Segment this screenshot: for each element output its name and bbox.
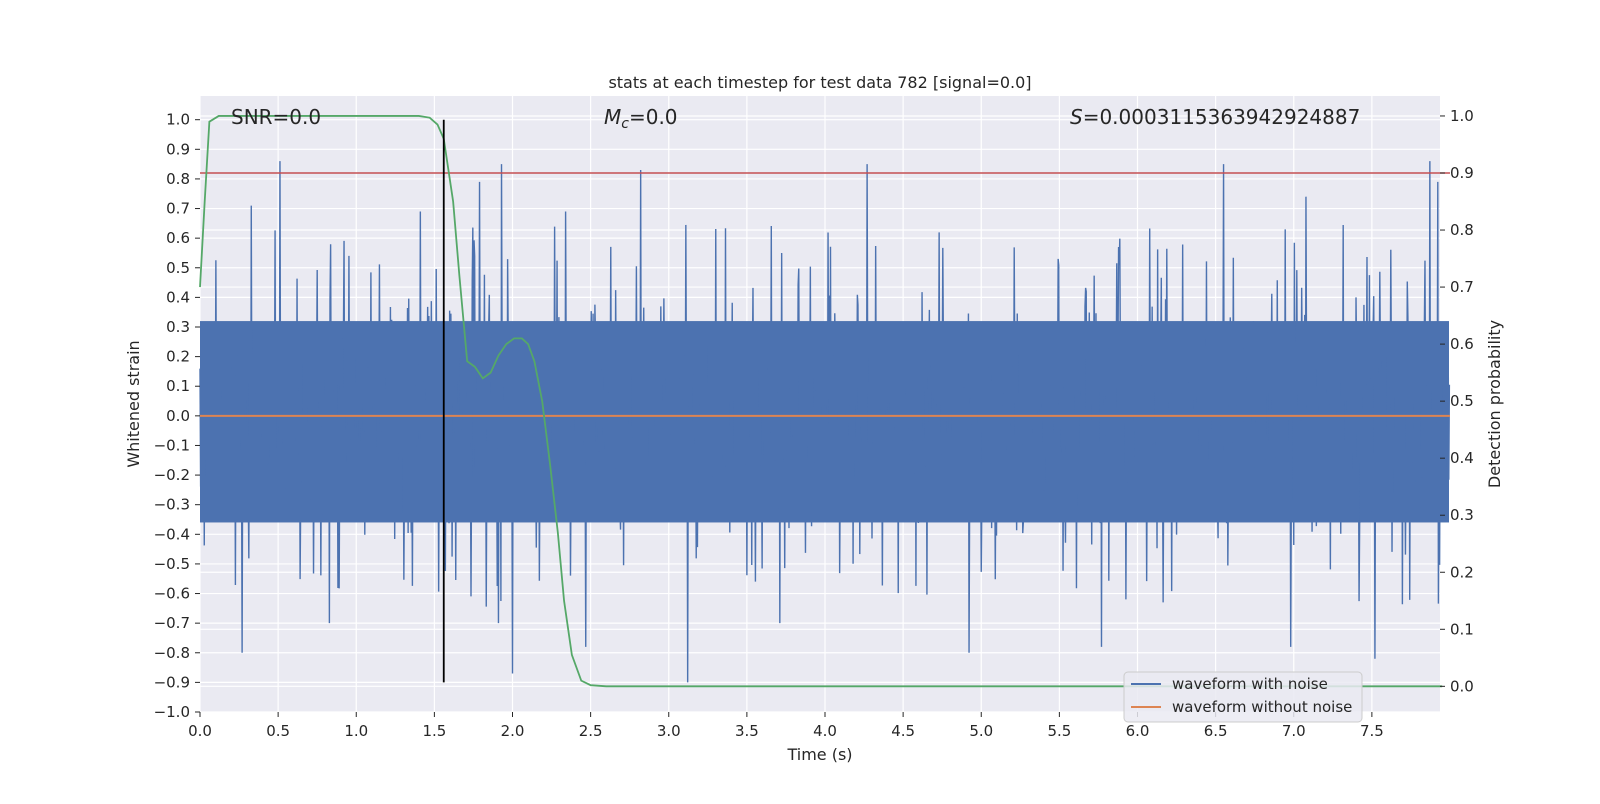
x-tick-label: 7.0 [1282,722,1306,740]
noisy-waveform-line [199,161,1451,683]
y-left-tick-label: 0.0 [166,407,190,425]
chirp-mass-annotation: Mc=0.0 [604,105,678,132]
y-right-tick-label: 0.2 [1450,563,1474,581]
y-left-tick-label: −0.6 [154,585,190,603]
chart-title: stats at each timestep for test data 782… [608,73,1031,92]
y-right-tick-label: 0.5 [1450,392,1474,410]
y-axis-right-label: Detection probability [1485,320,1504,488]
x-tick-label: 5.0 [969,722,993,740]
x-tick-label: 1.5 [422,722,446,740]
x-tick-label: 5.5 [1047,722,1071,740]
y-left-tick-label: 0.8 [166,170,190,188]
y-left-tick-label: −0.2 [154,466,190,484]
detection-probability-line [199,115,1443,688]
x-tick-label: 1.0 [344,722,368,740]
x-tick-label: 4.5 [891,722,915,740]
x-tick-label: 6.0 [1126,722,1150,740]
y-left-tick-label: −0.9 [154,673,190,691]
plot-area [199,115,1451,688]
y-right-tick-label: 0.3 [1450,506,1474,524]
y-left-tick-label: 1.0 [166,111,190,129]
y-left-tick-label: −0.4 [154,525,190,543]
x-tick-label: 3.5 [735,722,759,740]
x-tick-label: 3.0 [657,722,681,740]
y-left-tick-label: 0.7 [166,200,190,218]
y-right-tick-label: 0.0 [1450,677,1474,695]
chirp-mass-value: =0.0 [629,105,678,129]
y-right-tick-label: 1.0 [1450,107,1474,125]
y-left-tick-label: −0.5 [154,555,190,573]
legend-box [1123,671,1363,723]
snr-statistic-annotation: S=0.0003115363942924887 [1070,105,1360,129]
y-left-tick-label: 0.1 [166,377,190,395]
y-axis-left-label: Whitened strain [124,340,143,467]
x-tick-label: 2.5 [579,722,603,740]
statistic-symbol: S [1070,105,1083,129]
y-right-tick-label: 0.8 [1450,221,1474,239]
x-tick-label: 0.0 [188,722,212,740]
y-left-tick-label: −1.0 [154,703,190,721]
y-left-tick-label: 0.2 [166,348,190,366]
x-tick-label: 0.5 [266,722,290,740]
y-left-tick-label: 0.5 [166,259,190,277]
y-left-tick-label: 0.6 [166,229,190,247]
chirp-mass-symbol: M [604,105,621,129]
y-left-tick-label: −0.1 [154,436,190,454]
y-left-tick-label: 0.9 [166,140,190,158]
x-tick-label: 2.0 [501,722,525,740]
axes: 0.0 0.5 1.0 1.5 2.0 2.5 3.0 3.5 4.0 4.5 5.0 5.5 6.0 6… [154,107,1474,740]
statistic-value: =0.0003115363942924887 [1083,105,1361,129]
y-right-tick-label: 0.1 [1450,620,1474,638]
legend-label-noisy: waveform with noise [1172,675,1328,693]
y-left-tick-label: −0.8 [154,644,190,662]
y-left-tick-label: −0.3 [154,496,190,514]
legend-label-clean: waveform without noise [1172,698,1352,716]
y-left-tick-label: −0.7 [154,614,190,632]
chirp-mass-subscript: c [621,116,629,132]
x-tick-label: 6.5 [1204,722,1228,740]
y-right-tick-label: 0.6 [1450,335,1474,353]
y-right-tick-label: 0.4 [1450,449,1474,467]
y-right-tick-label: 0.7 [1450,278,1474,296]
y-right-tick-label: 0.9 [1450,164,1474,182]
x-tick-label: 7.5 [1360,722,1384,740]
snr-annotation: SNR=0.0 [231,105,321,129]
y-left-tick-label: 0.4 [166,288,190,306]
y-left-tick-label: 0.3 [166,318,190,336]
legend: waveform with noise waveform without noi… [1123,671,1363,723]
x-axis-label: Time (s) [786,745,852,764]
x-tick-label: 4.0 [813,722,837,740]
